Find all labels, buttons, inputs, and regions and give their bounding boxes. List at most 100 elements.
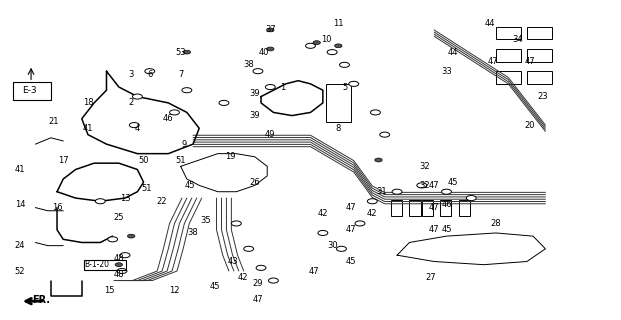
Bar: [527, 71, 551, 84]
Circle shape: [145, 69, 155, 74]
Text: 32: 32: [420, 181, 430, 190]
Bar: [440, 200, 451, 215]
Text: 26: 26: [250, 178, 260, 187]
Text: E-3: E-3: [22, 86, 37, 95]
Bar: [496, 49, 520, 62]
Text: 37: 37: [265, 25, 276, 35]
Circle shape: [243, 246, 253, 252]
Text: 16: 16: [52, 203, 62, 212]
Text: 18: 18: [83, 99, 93, 108]
Text: 45: 45: [184, 181, 195, 190]
Text: 24: 24: [15, 241, 25, 250]
Text: 1: 1: [280, 83, 285, 92]
Text: 23: 23: [537, 92, 548, 101]
Circle shape: [182, 88, 192, 93]
Text: 44: 44: [484, 19, 495, 28]
Circle shape: [265, 84, 275, 90]
Circle shape: [371, 110, 380, 115]
Circle shape: [120, 252, 130, 258]
Circle shape: [107, 237, 117, 242]
Text: 45: 45: [209, 282, 220, 292]
Circle shape: [115, 263, 122, 267]
Circle shape: [466, 196, 476, 201]
Text: 13: 13: [120, 194, 130, 203]
Text: 21: 21: [48, 117, 59, 126]
Text: 48: 48: [114, 270, 124, 279]
Text: 45: 45: [345, 257, 356, 266]
Bar: [422, 200, 433, 215]
Text: 42: 42: [317, 209, 328, 219]
Bar: [391, 200, 402, 215]
Text: 4: 4: [135, 124, 140, 133]
Circle shape: [127, 234, 135, 238]
Text: 51: 51: [175, 156, 186, 164]
Text: 39: 39: [250, 89, 260, 98]
Text: 47: 47: [487, 57, 498, 66]
Circle shape: [266, 28, 274, 32]
Text: 38: 38: [188, 228, 199, 237]
Text: 45: 45: [442, 225, 451, 234]
Circle shape: [313, 41, 320, 44]
Text: 41: 41: [15, 165, 25, 174]
Text: 34: 34: [512, 35, 523, 44]
Text: 43: 43: [228, 257, 238, 266]
Text: 47: 47: [308, 267, 319, 276]
Text: B-1-20: B-1-20: [84, 260, 110, 269]
Text: 25: 25: [114, 212, 124, 222]
Circle shape: [355, 221, 365, 226]
Text: 6: 6: [147, 70, 152, 79]
Text: 45: 45: [448, 178, 458, 187]
Circle shape: [132, 94, 142, 99]
Text: 46: 46: [441, 200, 452, 209]
Text: 7: 7: [178, 70, 183, 79]
Circle shape: [129, 123, 139, 128]
Text: 46: 46: [163, 114, 174, 123]
Text: 29: 29: [253, 279, 263, 288]
Circle shape: [117, 268, 127, 274]
Circle shape: [442, 189, 451, 194]
Text: 3: 3: [129, 70, 134, 79]
Text: 47: 47: [345, 203, 356, 212]
Circle shape: [337, 246, 347, 252]
Text: 52: 52: [15, 267, 25, 276]
Text: 47: 47: [253, 295, 263, 304]
Bar: [326, 84, 351, 122]
Circle shape: [340, 62, 350, 68]
Text: 47: 47: [429, 225, 440, 234]
Bar: [527, 27, 551, 39]
Circle shape: [379, 132, 389, 137]
Circle shape: [375, 158, 382, 162]
Text: 30: 30: [327, 241, 337, 250]
Text: 2: 2: [129, 99, 134, 108]
Text: 32: 32: [420, 162, 430, 171]
Circle shape: [368, 199, 378, 204]
Text: 49: 49: [265, 130, 276, 139]
Circle shape: [253, 69, 263, 74]
Text: 47: 47: [345, 225, 356, 234]
Text: 28: 28: [491, 219, 501, 228]
Circle shape: [232, 221, 242, 226]
Text: 40: 40: [259, 48, 270, 57]
Text: 5: 5: [342, 83, 347, 92]
Text: 17: 17: [58, 156, 68, 164]
Text: 14: 14: [15, 200, 25, 209]
Circle shape: [266, 47, 274, 51]
Circle shape: [96, 199, 105, 204]
Text: 42: 42: [367, 209, 378, 219]
Text: 42: 42: [237, 273, 248, 282]
Bar: [496, 71, 520, 84]
Text: 8: 8: [335, 124, 341, 133]
Text: 12: 12: [170, 285, 179, 295]
Text: 10: 10: [320, 35, 331, 44]
Circle shape: [417, 183, 427, 188]
Circle shape: [392, 189, 402, 194]
Circle shape: [268, 278, 278, 283]
Circle shape: [183, 50, 191, 54]
Circle shape: [219, 100, 229, 105]
Text: 53: 53: [175, 48, 186, 57]
Text: 47: 47: [429, 203, 440, 212]
Circle shape: [349, 81, 359, 86]
Text: 35: 35: [200, 216, 211, 225]
Text: 19: 19: [225, 152, 235, 161]
Text: 33: 33: [441, 67, 452, 76]
